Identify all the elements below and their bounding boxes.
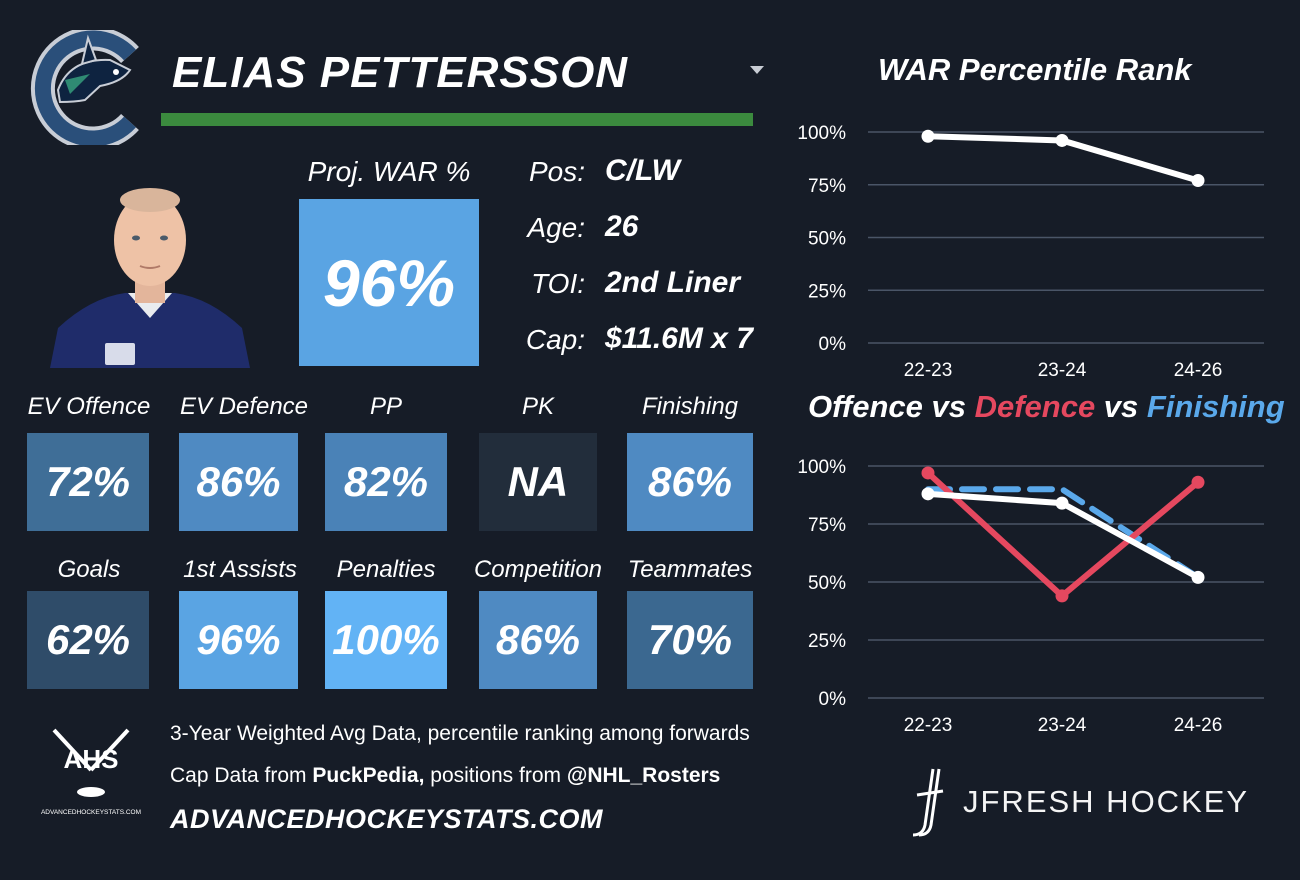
nhl-rosters-link[interactable]: @NHL_Rosters: [566, 764, 721, 787]
chart-2-series-line-finishing: [925, 486, 1201, 581]
chart-2-xtick-label: 24-26: [1174, 715, 1223, 736]
chart-2-point-offence: [921, 487, 935, 501]
chart-2-point-defence: [1055, 589, 1069, 603]
puckpedia-link[interactable]: PuckPedia,: [312, 764, 425, 787]
chart-2-ytick-label: 75%: [808, 515, 846, 536]
chart-1-ytick-label: 100%: [797, 123, 846, 144]
chevron-down-icon[interactable]: [750, 66, 764, 74]
jfresh-brand: JFRESH HOCKEY: [963, 784, 1250, 819]
chart-2-title: Offence vs Defence vs Finishing: [808, 389, 1285, 425]
chart-1-point-0: [921, 129, 935, 143]
chart-2-ytick-label: 25%: [808, 631, 846, 652]
stat-box-pp: 82%: [325, 433, 447, 531]
hockey-stick-icon: [912, 768, 944, 837]
orca-logo-icon: [30, 26, 139, 151]
pos-label: Pos:: [528, 156, 585, 187]
name-underline-bar: [161, 113, 753, 126]
chart-1-point-0: [1055, 133, 1069, 147]
footer-line-2-mid: positions from: [424, 764, 567, 787]
team-logo: [30, 26, 145, 151]
proj-war-label: Proj. WAR %: [307, 156, 471, 187]
chart-2-point-offence: [1191, 570, 1205, 584]
stat-label-goals: Goals: [57, 556, 121, 583]
chart-1-xtick-label: 23-24: [1038, 360, 1087, 381]
ahs-logo: AHS ADVANCEDHOCKEYSTATS.COM: [36, 722, 146, 822]
chart-1-ytick-label: 75%: [808, 176, 846, 197]
chart-1-xtick-label: 22-23: [904, 360, 953, 381]
chart-1-title: WAR Percentile Rank: [878, 52, 1192, 87]
chart-2-title-offence: Offence: [808, 389, 923, 424]
stat-box-pk: NA: [479, 433, 597, 531]
ahs-logo-text: AHS: [64, 744, 119, 774]
cap-value: $11.6M x 7: [605, 322, 753, 355]
stat-label-finishing: Finishing: [641, 393, 739, 420]
player-headshot: [50, 188, 250, 368]
footer-line-2-prefix: Cap Data from: [170, 764, 313, 787]
stat-box-ev-defence: 86%: [179, 433, 298, 531]
stat-label-penalties: Penalties: [336, 556, 436, 583]
stat-label-ev-defence: EV Defence: [179, 393, 309, 420]
cap-label: Cap:: [525, 324, 585, 355]
stat-box-competition: 86%: [479, 591, 597, 689]
stat-box-penalties: 100%: [325, 591, 447, 689]
footer-line-1: 3-Year Weighted Avg Data, percentile ran…: [170, 722, 750, 745]
chart-2-ytick-label: 100%: [797, 457, 846, 478]
chart-2-point-offence: [1055, 496, 1069, 510]
chart-1-point-0: [1191, 174, 1205, 188]
footer-line-2: Cap Data from PuckPedia, positions from …: [170, 764, 720, 788]
stat-box-1st-assists: 96%: [179, 591, 298, 689]
chart-2-title-finishing: Finishing: [1146, 389, 1285, 424]
offence-defence-finishing-chart: 100% 75% 50% 25% 0% 22-23 23-24 24-26: [797, 457, 1264, 736]
stat-label-pp: PP: [369, 393, 402, 420]
site-url[interactable]: ADVANCEDHOCKEYSTATS.COM: [170, 804, 604, 834]
chart-1-ytick-label: 25%: [808, 281, 846, 302]
age-value: 26: [605, 210, 639, 243]
chart-2-title-vs-2: vs: [1095, 389, 1147, 424]
proj-war-box: 96%: [299, 199, 479, 366]
chart-2-xtick-label: 23-24: [1038, 715, 1087, 736]
stat-label-teammates: Teammates: [627, 556, 753, 583]
stat-label-competition: Competition: [473, 556, 603, 583]
chart-2-ytick-label: 50%: [808, 573, 846, 594]
player-name: ELIAS PETTERSSON: [172, 48, 629, 97]
stat-box-finishing: 86%: [627, 433, 753, 531]
stat-label-ev-offence: EV Offence: [27, 393, 151, 420]
chart-2-point-defence: [1191, 475, 1205, 489]
chart-2-xtick-label: 22-23: [904, 715, 953, 736]
crossed-sticks-icon: AHS ADVANCEDHOCKEYSTATS.COM: [41, 728, 141, 816]
jfresh-logo: [905, 765, 955, 840]
age-label: Age:: [527, 212, 585, 243]
player-photo: [50, 178, 250, 368]
war-percentile-chart: 100% 75% 50% 25% 0% 22-23 23-24 24-26: [797, 123, 1264, 381]
stat-label-pk: PK: [521, 393, 554, 420]
stat-box-ev-offence: 72%: [27, 433, 149, 531]
chart-2-title-defence: Defence: [974, 389, 1096, 424]
stat-box-goals: 62%: [27, 591, 149, 689]
chart-1-xtick-label: 24-26: [1174, 360, 1223, 381]
chart-1-ytick-label: 50%: [808, 229, 846, 250]
chart-1-ytick-label: 0%: [819, 334, 847, 355]
toi-label: TOI:: [531, 268, 585, 299]
chart-2-ytick-label: 0%: [819, 689, 847, 710]
chart-2-title-vs-1: vs: [922, 389, 975, 424]
pos-value: C/LW: [605, 154, 680, 187]
stat-label-1st-assists: 1st Assists: [183, 556, 297, 583]
toi-value: 2nd Liner: [605, 266, 741, 299]
chart-2-point-defence: [921, 466, 935, 480]
ahs-logo-subtext: ADVANCEDHOCKEYSTATS.COM: [41, 809, 141, 816]
stat-box-teammates: 70%: [627, 591, 753, 689]
